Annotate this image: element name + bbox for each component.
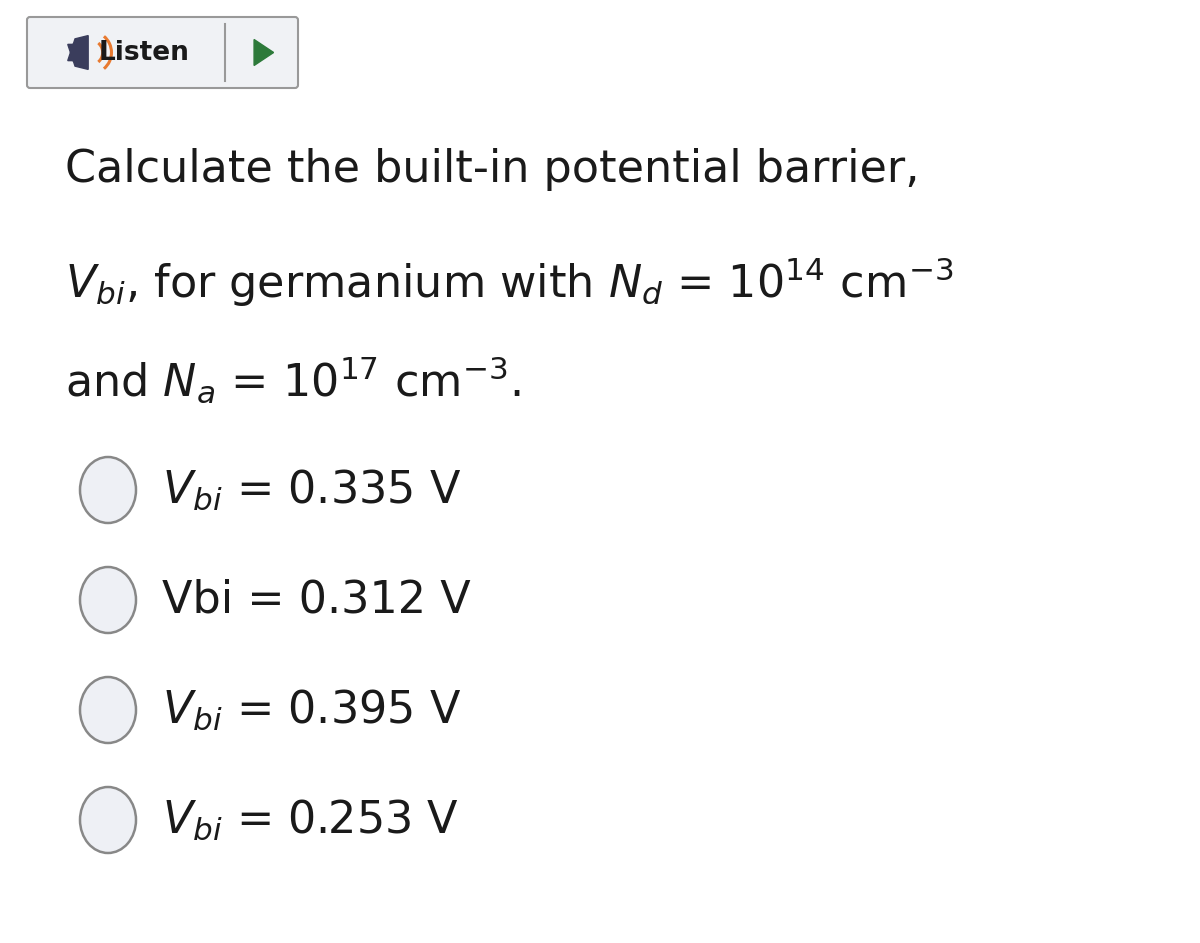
FancyBboxPatch shape xyxy=(28,17,298,88)
Text: $V_{bi}$ = 0.253 V: $V_{bi}$ = 0.253 V xyxy=(162,798,460,842)
Text: Listen: Listen xyxy=(98,40,190,65)
Text: $V_{bi}$, for germanium with $N_d$ = 10$^{14}$ cm$^{-3}$: $V_{bi}$, for germanium with $N_d$ = 10$… xyxy=(65,255,954,308)
Polygon shape xyxy=(254,40,274,65)
Text: Vbi = 0.312 V: Vbi = 0.312 V xyxy=(162,578,472,621)
Text: $V_{bi}$ = 0.395 V: $V_{bi}$ = 0.395 V xyxy=(162,687,462,733)
Polygon shape xyxy=(67,36,88,70)
Text: and $N_a$ = 10$^{17}$ cm$^{-3}$.: and $N_a$ = 10$^{17}$ cm$^{-3}$. xyxy=(65,355,521,406)
Ellipse shape xyxy=(80,457,136,523)
Text: $V_{bi}$ = 0.335 V: $V_{bi}$ = 0.335 V xyxy=(162,468,462,512)
Ellipse shape xyxy=(80,677,136,743)
Ellipse shape xyxy=(80,787,136,853)
Text: Calculate the built-in potential barrier,: Calculate the built-in potential barrier… xyxy=(65,148,919,191)
Ellipse shape xyxy=(80,567,136,633)
